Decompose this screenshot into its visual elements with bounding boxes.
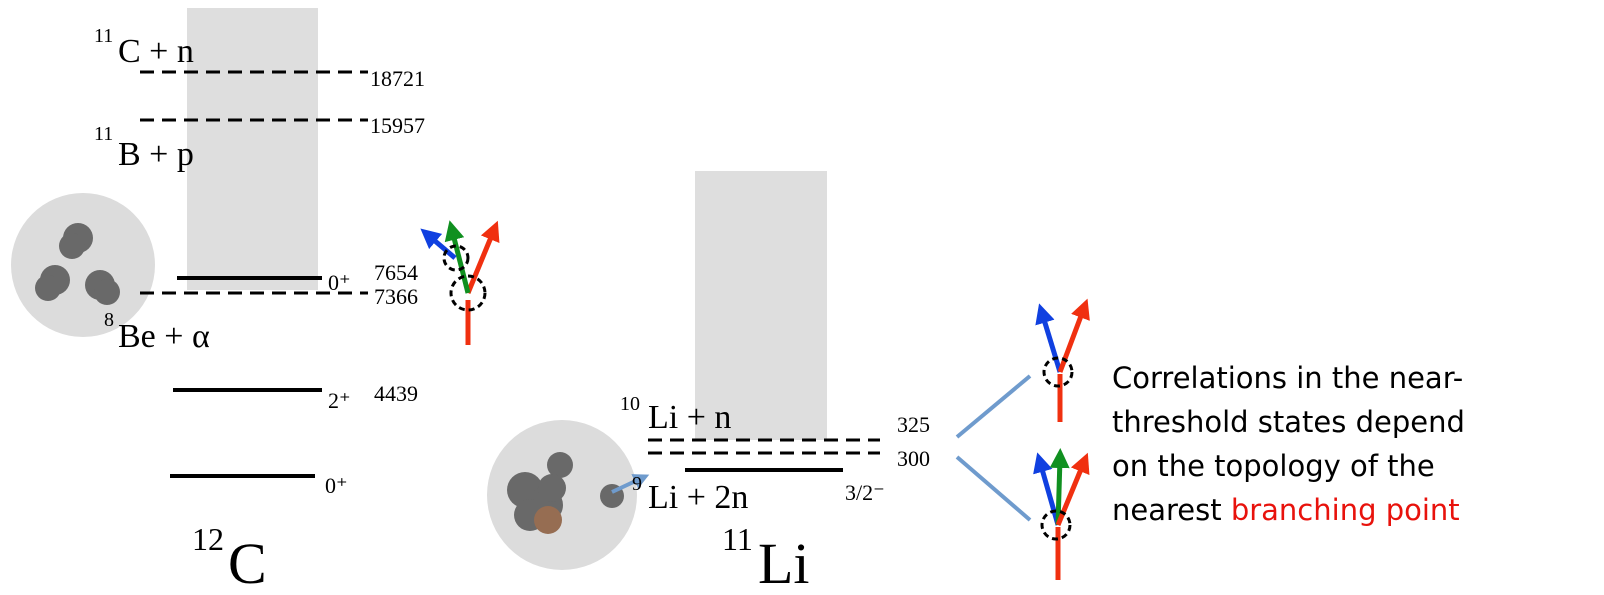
threshold-label: Li + 2n — [648, 479, 748, 516]
energy-label: 325 — [897, 412, 930, 437]
energy-label: 300 — [897, 446, 930, 471]
caption-highlight: branching point — [1231, 493, 1460, 527]
mass-number: 9 — [632, 473, 642, 495]
caption-line: nearest branching point — [1112, 493, 1460, 527]
spin-label: 0⁺ — [328, 270, 351, 295]
nucleus-label: C — [228, 531, 267, 595]
spin-label: 3/2⁻ — [845, 480, 885, 505]
mass-number: 10 — [620, 393, 640, 415]
caption-line: on the topology of the — [1112, 449, 1435, 483]
caption-line: threshold states depend — [1112, 405, 1465, 439]
threshold-label: B + p — [118, 136, 194, 173]
threshold-label: Li + n — [648, 399, 731, 436]
continuum-band — [187, 8, 318, 290]
connector — [957, 457, 1030, 520]
mass-number: 8 — [104, 309, 114, 331]
branching-icon — [1040, 458, 1084, 580]
energy-label: 7654 — [374, 260, 418, 285]
level-diagram: 11 C + n 18721 11 B + p 15957 8 Be + α 7… — [0, 0, 1604, 595]
energy-label: 15957 — [370, 113, 425, 138]
mass-number: 11 — [94, 25, 113, 47]
mass-number: 12 — [192, 521, 224, 557]
energy-label: 18721 — [370, 66, 425, 91]
cluster-icon — [11, 193, 155, 337]
connector — [957, 376, 1030, 437]
branching-icon — [428, 230, 494, 345]
spin-label: 0⁺ — [325, 473, 348, 498]
caption-line: Correlations in the near- — [1112, 361, 1463, 395]
caption-text: nearest — [1112, 493, 1231, 527]
threshold-label: C + n — [118, 33, 194, 70]
spin-label: 2⁺ — [328, 388, 351, 413]
branching-icon — [1042, 308, 1084, 422]
energy-label: 4439 — [374, 381, 418, 406]
mass-number: 11 — [94, 123, 113, 145]
mass-number: 11 — [722, 521, 753, 557]
nucleus-label: Li — [758, 531, 810, 595]
energy-label: 7366 — [374, 284, 418, 309]
threshold-label: Be + α — [118, 318, 210, 355]
